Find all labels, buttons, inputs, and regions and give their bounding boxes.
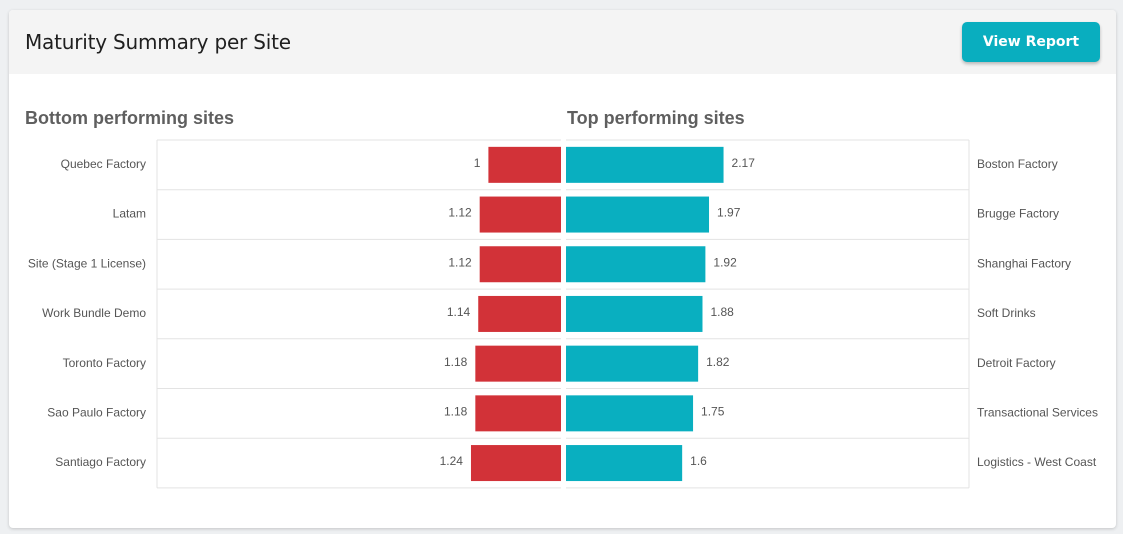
bottom-site-value-label: 1.24: [440, 454, 464, 468]
top-site-value-label: 1.92: [713, 255, 737, 269]
top-site-category-label: Shanghai Factory: [977, 256, 1071, 270]
bottom-site-category-label: Work Bundle Demo: [42, 306, 146, 320]
top-site-value-label: 1.6: [690, 454, 707, 468]
bottom-site-bar: [488, 146, 561, 183]
bottom-site-bar: [470, 445, 561, 482]
bottom-site-value-label: 1.12: [448, 255, 472, 269]
top-site-bar: [566, 345, 699, 382]
bottom-site-bar: [475, 345, 561, 382]
top-site-value-label: 1.97: [717, 206, 741, 220]
top-site-value-label: 1.82: [706, 355, 730, 369]
maturity-summary-card: Maturity Summary per Site View Report Bo…: [9, 10, 1116, 528]
bottom-sites-title: Bottom performing sites: [25, 108, 234, 128]
top-site-bar: [566, 445, 683, 482]
bottom-site-category-label: Santiago Factory: [55, 455, 146, 469]
card-header: Maturity Summary per Site View Report: [9, 10, 1116, 74]
bottom-site-category-label: Latam: [113, 207, 146, 221]
bottom-site-bar: [475, 395, 561, 432]
top-site-category-label: Boston Factory: [977, 157, 1058, 171]
top-site-bar: [566, 246, 706, 283]
bottom-site-category-label: Sao Paulo Factory: [47, 406, 146, 420]
top-site-value-label: 1.88: [710, 305, 734, 319]
bottom-site-value-label: 1.18: [444, 355, 468, 369]
bottom-site-category-label: Toronto Factory: [63, 356, 146, 370]
top-site-category-label: Logistics - West Coast: [977, 455, 1097, 469]
top-site-bar: [566, 196, 710, 233]
bottom-site-category-label: Site (Stage 1 License): [28, 256, 146, 270]
top-site-category-label: Soft Drinks: [977, 306, 1036, 320]
bottom-site-bar: [479, 246, 561, 283]
view-report-button[interactable]: View Report: [962, 22, 1100, 62]
top-site-bar: [566, 395, 694, 432]
bottom-site-value-label: 1: [474, 156, 481, 170]
maturity-chart: Bottom performing sites Top performing si…: [25, 108, 1098, 489]
bottom-site-value-label: 1.12: [448, 206, 472, 220]
top-site-bar: [566, 295, 703, 332]
top-site-value-label: 1.75: [701, 405, 725, 419]
bottom-site-value-label: 1.14: [447, 305, 471, 319]
bottom-site-value-label: 1.18: [444, 405, 468, 419]
card-title: Maturity Summary per Site: [25, 30, 291, 54]
bottom-site-category-label: Quebec Factory: [61, 157, 146, 171]
bottom-site-bar: [478, 295, 561, 332]
top-site-category-label: Brugge Factory: [977, 207, 1059, 221]
top-site-value-label: 2.17: [732, 156, 756, 170]
top-site-category-label: Detroit Factory: [977, 356, 1056, 370]
top-site-bar: [566, 146, 724, 183]
top-site-category-label: Transactional Services: [977, 406, 1098, 420]
top-sites-title: Top performing sites: [567, 108, 745, 128]
bottom-site-bar: [479, 196, 561, 233]
